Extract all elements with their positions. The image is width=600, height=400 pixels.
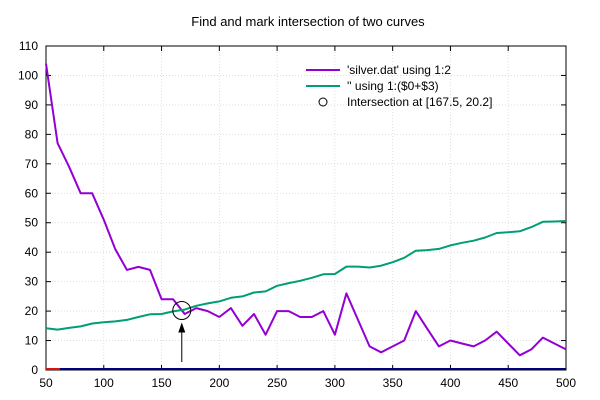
x-tick-label: 200: [209, 376, 229, 390]
y-tick-label: 70: [25, 157, 39, 171]
legend-label-2: '' using 1:($0+$3): [347, 79, 439, 93]
grid: [46, 46, 566, 370]
y-tick-label: 90: [25, 98, 39, 112]
legend: 'silver.dat' using 1:2 '' using 1:($0+$3)…: [306, 63, 492, 109]
x-tick-label: 150: [152, 376, 172, 390]
x-tick-label: 300: [325, 376, 345, 390]
x-tick-label: 350: [383, 376, 403, 390]
y-tick-label: 30: [25, 275, 39, 289]
y-tick-label: 110: [19, 39, 38, 53]
y-tick-label: 10: [25, 334, 39, 348]
series-line-1: [45, 63, 567, 357]
x-tick-label: 250: [267, 376, 287, 390]
series-layer: [45, 63, 567, 370]
axes: 50 100 150 200 250 300 350 400 450 500 0 10 20 30 40 50…: [18, 39, 576, 390]
x-tick-label: 450: [498, 376, 518, 390]
x-tick-label: 500: [556, 376, 576, 390]
y-tick-label: 0: [31, 363, 38, 377]
legend-label-intersection: Intersection at [167.5, 20.2]: [347, 95, 492, 109]
x-tick-label: 50: [39, 376, 53, 390]
intersection-arrow-head: [178, 322, 186, 333]
intersection-marker: [172, 301, 192, 362]
legend-marker-intersection: [318, 97, 328, 107]
x-tick-label: 400: [440, 376, 460, 390]
y-tick-label: 40: [25, 245, 39, 259]
series-line-2: [45, 220, 567, 331]
y-tick-label: 50: [25, 216, 39, 230]
y-tick-label: 80: [25, 127, 39, 141]
y-tick-label: 100: [18, 68, 38, 82]
y-tick-label: 20: [25, 304, 39, 318]
legend-label-1: 'silver.dat' using 1:2: [347, 63, 451, 77]
x-tick-label: 100: [94, 376, 114, 390]
y-tick-label: 60: [25, 186, 39, 200]
intersection-circle: [172, 301, 192, 321]
chart-title: Find and mark intersection of two curves: [191, 14, 425, 29]
